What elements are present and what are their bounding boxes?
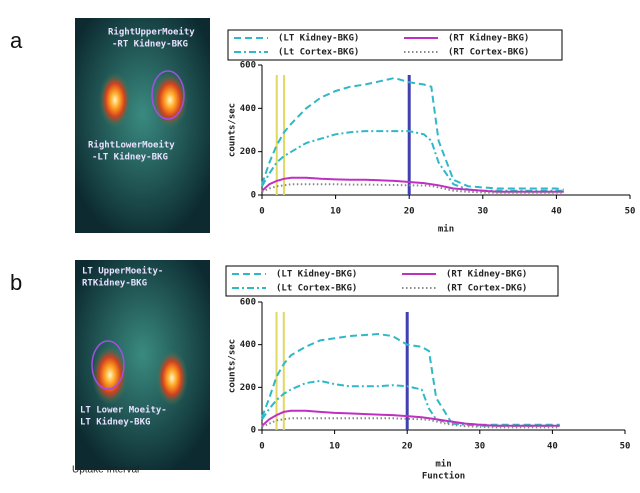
x-tick-label: 10	[330, 207, 341, 217]
y-axis-label: counts/sec	[228, 339, 238, 393]
x-tick-label: 20	[404, 207, 415, 217]
image-label: LT UpperMoeity-	[82, 266, 163, 277]
panel-label: b	[10, 270, 22, 295]
legend-label: (LT Kidney-BKG)	[278, 33, 359, 44]
x-tick-label: 0	[259, 207, 264, 217]
x-tick-label: 10	[329, 442, 340, 452]
x-tick-label: 40	[551, 207, 562, 217]
y-tick-label: 400	[240, 104, 256, 114]
x-tick-label: 30	[474, 442, 485, 452]
y-tick-label: 600	[240, 298, 256, 308]
legend-label: (RT Cortex-DKG)	[446, 284, 527, 294]
y-tick-label: 200	[240, 383, 256, 393]
x-tick-label: 40	[547, 442, 558, 452]
image-label: RTKidney-BKG	[82, 278, 147, 289]
x-axis-note: Function	[422, 471, 465, 482]
x-tick-label: 0	[259, 442, 264, 452]
figure: a RightUpperMoeity-RT Kidney-BKG RightLowe…	[0, 0, 640, 493]
image-label: RightUpperMoeity	[108, 27, 195, 38]
scan-a	[75, 18, 210, 233]
image-label: -RT Kidney-BKG	[112, 39, 188, 50]
legend-label: (Lt Cortex-BKG)	[278, 48, 359, 58]
image-label: -LT Kidney-BKG	[92, 152, 168, 163]
x-axis-label: min	[435, 459, 451, 470]
panel-label: a	[10, 28, 23, 53]
legend-label: (RT Kidney-BKG)	[448, 33, 529, 44]
x-tick-label: 20	[402, 442, 413, 452]
x-tick-label: 50	[620, 442, 631, 452]
x-tick-label: 50	[625, 207, 636, 217]
y-tick-label: 0	[251, 191, 256, 201]
legend-label: (LT Kidney-BKG)	[276, 269, 357, 280]
x-axis-label: min	[438, 224, 454, 235]
x-tick-label: 30	[477, 207, 488, 217]
y-tick-label: 600	[240, 61, 256, 71]
legend-label: (RT Cortex-BKG)	[448, 48, 529, 58]
legend-label: (Lt Cortex-BKG)	[276, 284, 357, 294]
y-tick-label: 400	[240, 340, 256, 350]
image-label: LT Kidney-BKG	[80, 417, 150, 428]
scan-b	[75, 260, 210, 470]
footer-text: Uptake Interval	[72, 465, 139, 476]
legend-label: (RT Kidney-BKG)	[446, 269, 527, 280]
image-label: LT Lower Moeity-	[80, 405, 167, 416]
y-tick-label: 200	[240, 147, 256, 157]
y-tick-label: 0	[251, 426, 256, 436]
y-axis-label: counts/sec	[228, 103, 238, 157]
image-label: RightLowerMoeity	[88, 140, 175, 151]
